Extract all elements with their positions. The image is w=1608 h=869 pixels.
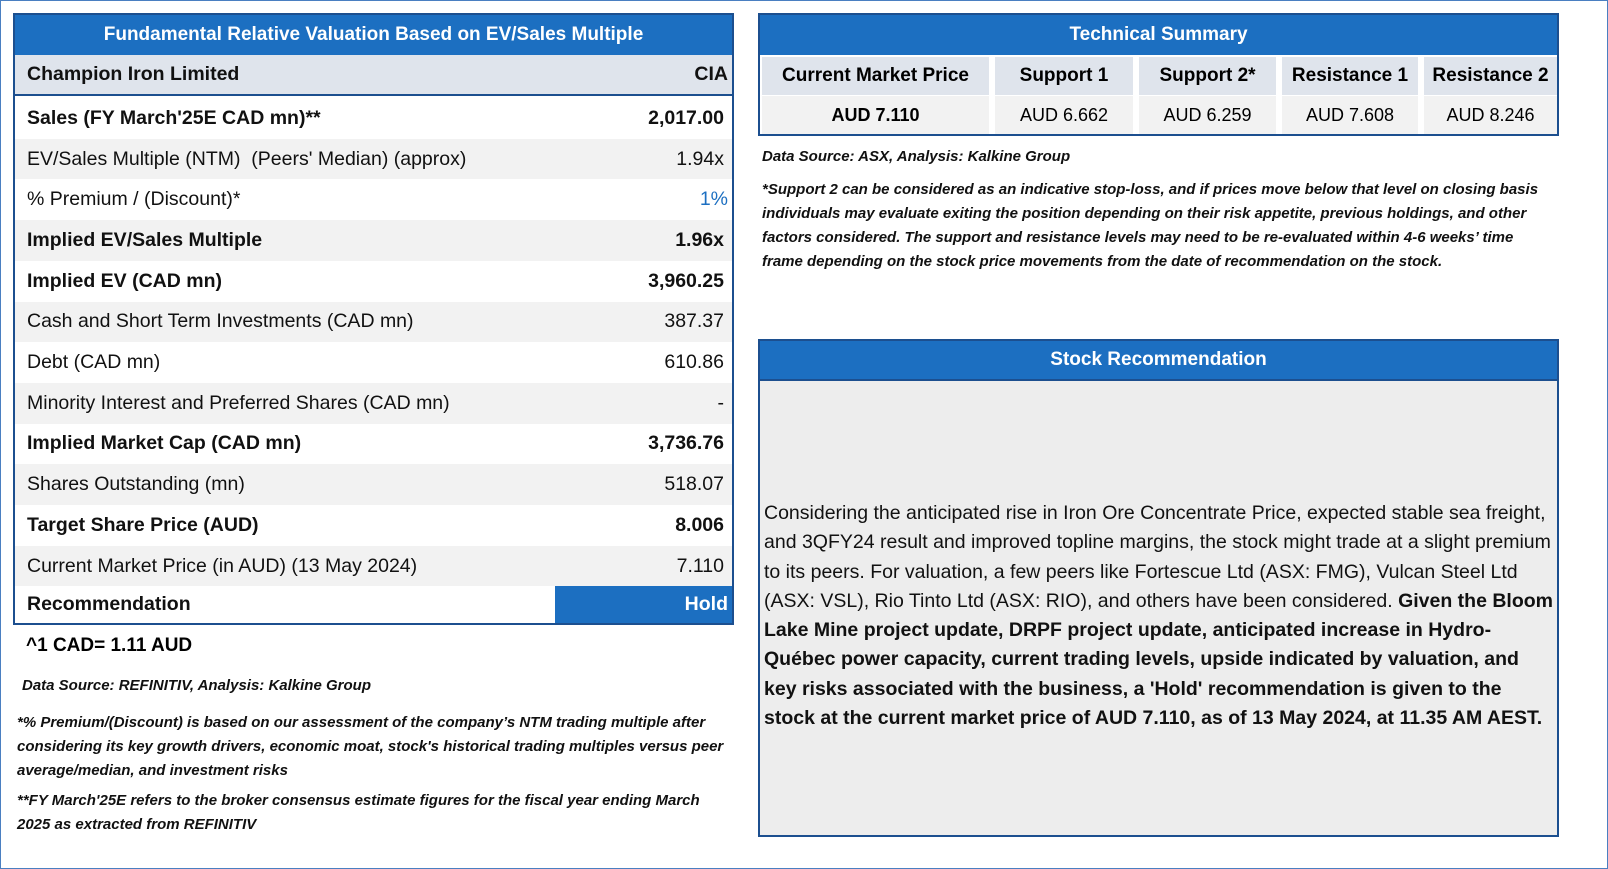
ticker: CIA: [694, 63, 728, 85]
valuation-row: EV/Sales Multiple (NTM) (Peers' Median) …: [15, 138, 732, 180]
recommendation-title: Stock Recommendation: [760, 341, 1557, 381]
valuation-note: **FY March'25E refers to the broker cons…: [17, 792, 700, 833]
valuation-title: Fundamental Relative Valuation Based on …: [15, 15, 732, 55]
fx-note: ^1 CAD= 1.11 AUD: [26, 635, 193, 656]
row-value: 1.94x: [676, 147, 724, 170]
technical-value: AUD 7.110: [762, 96, 989, 134]
row-label: Sales (FY March'25E CAD mn)**: [27, 106, 321, 129]
row-value: -: [717, 391, 725, 414]
row-label: Target Share Price (AUD): [27, 513, 259, 536]
row-value: 2,017.00: [648, 106, 724, 129]
valuation-table: Fundamental Relative Valuation Based on …: [13, 13, 734, 625]
valuation-row: % Premium / (Discount)* 1%: [15, 179, 732, 221]
valuation-note: *% Premium/(Discount) is based on our as…: [17, 714, 724, 779]
technical-header: Resistance 2: [1424, 57, 1557, 95]
technical-value: AUD 6.662: [995, 96, 1133, 134]
text-regular: Considering the anticipated rise in Iron…: [764, 502, 1551, 612]
technical-header: Current Market Price: [762, 57, 989, 95]
technical-title: Technical Summary: [760, 15, 1557, 55]
technical-value: AUD 8.246: [1424, 96, 1557, 134]
valuation-row: Sales (FY March'25E CAD mn)** 2,017.00: [15, 98, 732, 139]
row-label: EV/Sales Multiple (NTM) (Peers' Median) …: [27, 147, 467, 170]
valuation-header: Champion Iron Limited CIA: [15, 55, 732, 96]
valuation-row: Cash and Short Term Investments (CAD mn)…: [15, 301, 732, 343]
valuation-source: Data Source: REFINITIV, Analysis: Kalkin…: [22, 677, 371, 694]
recommendation-text: Considering the anticipated rise in Iron…: [764, 499, 1554, 733]
row-label: Current Market Price (in AUD) (13 May 20…: [27, 554, 418, 577]
row-value: 387.37: [664, 310, 724, 333]
technical-header: Support 2*: [1139, 57, 1276, 95]
row-value: 7.110: [676, 554, 724, 577]
recommendation-label: Recommendation: [27, 593, 191, 615]
text-bold: Given the Bloom Lake Mine project update…: [764, 589, 1554, 730]
recommendation-row: Recommendation Hold: [15, 586, 732, 623]
technical-value: AUD 7.608: [1282, 96, 1418, 134]
technical-header: Support 1: [995, 57, 1133, 95]
row-value: 1.96x: [675, 228, 724, 251]
row-label: Cash and Short Term Investments (CAD mn): [27, 310, 414, 333]
row-label: Minority Interest and Preferred Shares (…: [27, 391, 450, 414]
technical-value: AUD 6.259: [1139, 96, 1276, 134]
row-value: 1%: [699, 188, 728, 211]
row-label: Debt (CAD mn): [27, 351, 161, 374]
recommendation-box: Stock Recommendation Considering the ant…: [758, 339, 1559, 837]
valuation-row: Target Share Price (AUD) 8.006: [15, 505, 732, 546]
valuation-row: Current Market Price (in AUD) (13 May 20…: [15, 545, 732, 587]
valuation-row: Implied EV (CAD mn) 3,960.25: [15, 260, 732, 302]
technical-header: Resistance 1: [1282, 57, 1418, 95]
row-value: 518.07: [664, 473, 724, 496]
recommendation-value: Hold: [555, 586, 732, 623]
row-value: 3,960.25: [648, 269, 724, 292]
row-value: 3,736.76: [648, 432, 724, 455]
row-label: % Premium / (Discount)*: [27, 188, 241, 211]
technical-table: Technical Summary Current Market Price AU…: [758, 13, 1559, 136]
row-label: Implied Market Cap (CAD mn): [27, 432, 302, 455]
company-name: Champion Iron Limited: [27, 63, 240, 85]
valuation-row: Minority Interest and Preferred Shares (…: [15, 382, 732, 424]
row-label: Implied EV (CAD mn): [27, 269, 223, 292]
valuation-row: Implied Market Cap (CAD mn) 3,736.76: [15, 423, 732, 465]
row-label: Implied EV/Sales Multiple: [27, 228, 263, 251]
row-label: Shares Outstanding (mn): [27, 473, 245, 496]
technical-source: Data Source: ASX, Analysis: Kalkine Grou…: [762, 148, 1071, 165]
valuation-row: Shares Outstanding (mn) 518.07: [15, 464, 732, 505]
row-value: 610.86: [664, 351, 724, 374]
valuation-row: Debt (CAD mn) 610.86: [15, 342, 732, 383]
row-value: 8.006: [675, 513, 724, 536]
valuation-row: Implied EV/Sales Multiple 1.96x: [15, 220, 732, 261]
technical-note: *Support 2 can be considered as an indic…: [762, 181, 1539, 270]
